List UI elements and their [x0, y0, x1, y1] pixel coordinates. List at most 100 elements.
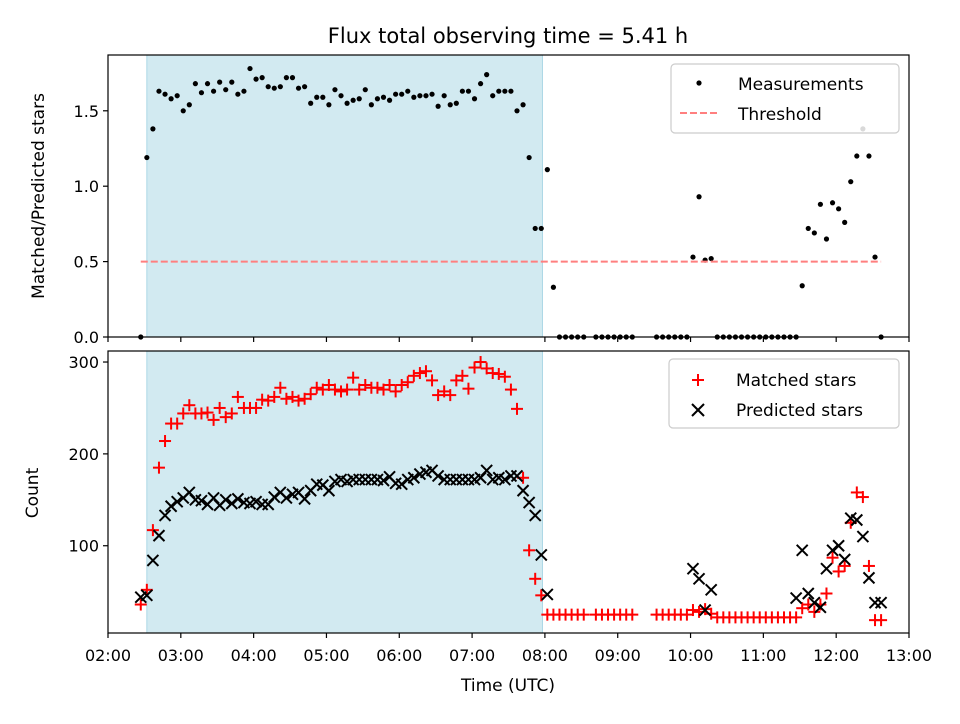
xtick-label: 05:00	[303, 646, 349, 665]
matched-star-point	[462, 382, 475, 395]
xtick-label: 06:00	[376, 646, 422, 665]
matched-star-point	[480, 362, 493, 375]
measurement-point	[441, 93, 447, 99]
predicted-star-point	[686, 562, 700, 575]
measurement-point	[271, 85, 277, 91]
matched-star-point	[140, 583, 153, 596]
measurement-point	[338, 93, 344, 99]
matched-star-point	[820, 587, 833, 600]
predicted-star-point	[802, 587, 815, 600]
measurement-point	[411, 94, 417, 100]
predicted-star-point	[541, 588, 554, 601]
legend-label-measurements: Measurements	[738, 75, 864, 95]
measurement-point	[823, 236, 830, 242]
predicted-star-point	[838, 553, 851, 566]
measurement-point	[811, 230, 817, 236]
measurement-point	[508, 88, 514, 94]
measurement-point	[235, 91, 241, 97]
predicted-star-point	[195, 494, 208, 507]
matched-star-point	[796, 602, 809, 615]
measurement-point	[872, 254, 878, 260]
predicted-star-point	[158, 509, 172, 522]
measurement-point	[817, 201, 824, 207]
measurement-point	[544, 167, 550, 173]
top-series-measurements	[138, 65, 884, 340]
matched-star-point	[395, 378, 408, 391]
measurement-point	[842, 219, 848, 225]
predicted-star-point	[522, 496, 536, 509]
xtick-label: 07:00	[449, 646, 495, 665]
top-axes-frame	[107, 54, 910, 338]
measurement-point	[332, 87, 338, 93]
predicted-star-point	[170, 495, 184, 508]
predicted-star-point	[268, 490, 281, 504]
predicted-star-point	[528, 509, 542, 522]
measurement-point	[356, 96, 362, 102]
matched-star-point	[322, 378, 335, 391]
matched-star-point	[680, 608, 693, 621]
predicted-star-point	[498, 473, 512, 486]
measurement-point	[423, 93, 429, 99]
measurement-point	[538, 225, 544, 232]
bottom-ytick-label: 200	[68, 445, 99, 464]
matched-star-point	[407, 369, 420, 382]
bottom-axes-frame	[107, 350, 910, 634]
predicted-star-point	[322, 484, 336, 497]
matched-star-point	[510, 402, 523, 415]
predicted-star-point	[814, 601, 827, 614]
matched-star-point	[134, 598, 147, 611]
matched-star-point	[347, 371, 360, 384]
top-legend-frame	[670, 63, 900, 134]
measurement-point	[866, 153, 872, 159]
predicted-star-point	[480, 464, 493, 477]
measurement-point	[477, 81, 484, 87]
predicted-star-point	[164, 500, 178, 513]
predicted-star-point	[231, 492, 245, 506]
bottom-xlabel: Time (UTC)	[460, 676, 555, 696]
figure-title: Flux total observing time = 5.41 h	[328, 24, 688, 48]
matched-star-point	[353, 383, 366, 396]
measurement-point	[429, 91, 435, 97]
matched-star-point	[705, 607, 718, 620]
measurement-point	[696, 194, 702, 200]
measurement-point	[502, 88, 508, 94]
measurement-point	[708, 255, 714, 262]
measurement-point	[247, 65, 253, 72]
xtick-label: 02:00	[85, 646, 131, 665]
measurement-point	[168, 96, 174, 102]
predicted-star-point	[146, 554, 160, 567]
measurement-point	[447, 102, 453, 108]
matched-star-point	[856, 491, 869, 504]
top-shaded-span	[146, 54, 543, 338]
predicted-star-point	[874, 596, 888, 609]
matched-star-point	[286, 390, 299, 403]
top-plot: 0.0 0.5 1.0 1.5	[74, 54, 910, 347]
matched-star-point	[171, 417, 184, 430]
matched-star-point	[474, 356, 487, 369]
matched-star-point	[401, 376, 414, 389]
legend-label-matched: Matched stars	[736, 371, 856, 391]
top-ylabel: Matched/Predicted stars	[29, 93, 49, 299]
measurement-point	[459, 88, 465, 94]
bottom-shaded-span	[146, 350, 543, 634]
matched-star-point	[225, 407, 238, 420]
legend-label-threshold: Threshold	[737, 105, 822, 125]
top-legend: Measurements Threshold	[670, 63, 900, 134]
measurement-point	[223, 87, 229, 93]
measurement-point	[192, 81, 198, 87]
measurement-point	[465, 88, 472, 94]
measurement-point	[253, 76, 259, 82]
matched-star-point	[377, 383, 390, 396]
measurement-point	[690, 254, 696, 260]
measurement-point	[265, 84, 271, 90]
measurement-point	[174, 93, 180, 99]
bottom-legend: Matched stars Predicted stars	[668, 358, 900, 429]
predicted-star-point	[298, 492, 311, 506]
matched-star-point	[183, 399, 196, 412]
matched-star-point	[274, 381, 287, 394]
predicted-star-point	[692, 572, 706, 586]
measurement-point	[490, 93, 496, 99]
bottom-ytick-label: 100	[68, 537, 99, 556]
matched-star-point	[450, 374, 463, 387]
matched-star-point	[577, 608, 590, 621]
